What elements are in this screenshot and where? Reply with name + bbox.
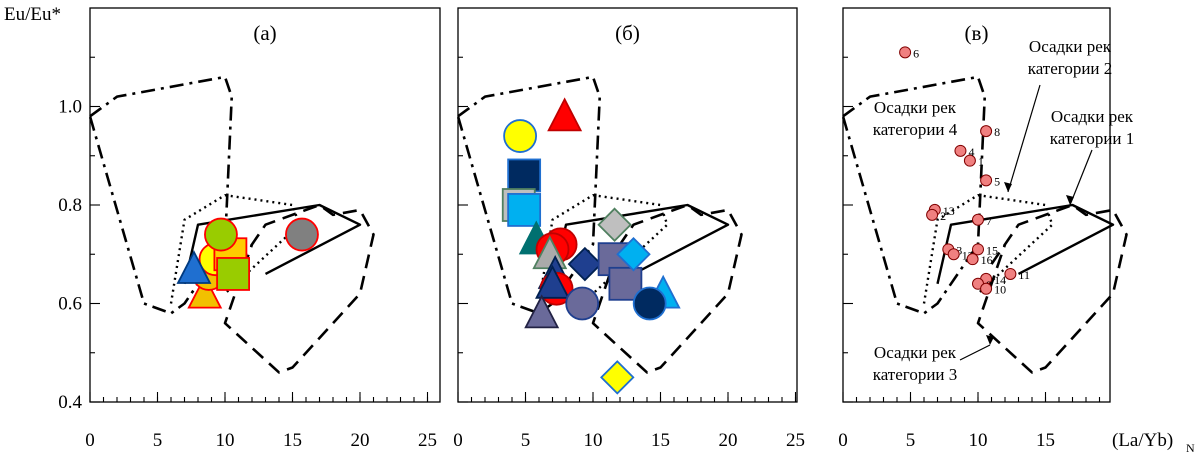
marker-1-20 <box>632 286 667 321</box>
y-tick-label-0: 0.4 <box>58 392 82 413</box>
annotation-2-line2: категории 1 <box>1050 129 1135 148</box>
marker-1-12 <box>524 294 560 329</box>
sample-label-7: 7 <box>986 214 992 228</box>
sample-point-1 <box>963 154 976 167</box>
annotation-0-line2: категории 2 <box>1028 59 1113 78</box>
marker-0-6 <box>216 257 251 291</box>
annotation-arrowhead-2 <box>1066 195 1074 205</box>
sample-label-6: 6 <box>913 46 919 60</box>
marker-0-0 <box>187 274 223 309</box>
marker-1-2 <box>507 158 542 193</box>
y-axis-title: Eu/Eu* <box>4 4 61 25</box>
marker-1-21 <box>600 360 635 395</box>
x-tick-label-0-4: 20 <box>351 430 370 451</box>
sample-label-2: 2 <box>940 209 946 223</box>
sample-label-10: 10 <box>994 283 1006 297</box>
sample-point-5 <box>980 174 993 187</box>
sample-label-1: 1 <box>978 155 984 169</box>
x-tick-label-0-1: 5 <box>153 430 163 451</box>
sample-label-16: 16 <box>981 253 993 267</box>
marker-1-13 <box>565 286 600 321</box>
x-tick-label-0-2: 10 <box>216 430 235 451</box>
x-tick-label-2-2: 10 <box>969 430 988 451</box>
marker-0-5 <box>204 217 238 252</box>
annotation-3-line2: категории 3 <box>873 365 958 384</box>
sample-point-6 <box>899 46 912 59</box>
x-axis-title-sub: N <box>1186 441 1195 455</box>
sample-point-7 <box>972 213 984 226</box>
sample-point-16 <box>966 253 979 266</box>
sample-label-3: 3 <box>956 243 962 257</box>
sample-label-5: 5 <box>994 174 1000 188</box>
field-cat4-panel-1 <box>456 75 602 315</box>
sample-point-4 <box>954 144 967 157</box>
y-tick-label-3: 1.0 <box>58 97 82 118</box>
sample-label-8: 8 <box>994 125 1000 139</box>
x-tick-label-2-1: 5 <box>906 430 916 451</box>
x-tick-label-1-1: 5 <box>521 430 531 451</box>
sample-point-15 <box>972 243 984 256</box>
annotation-arrow-3 <box>959 344 991 361</box>
sample-label-13: 13 <box>943 204 955 218</box>
x-tick-label-0-3: 15 <box>283 430 302 451</box>
marker-0-4 <box>176 250 212 284</box>
annotation-arrow-2 <box>1069 149 1093 206</box>
annotation-arrowhead-3 <box>986 335 994 345</box>
sample-point-8 <box>980 125 993 138</box>
marker-1-18 <box>616 236 651 272</box>
annotation-arrowhead-0 <box>1004 182 1012 192</box>
marker-1-0 <box>547 97 583 132</box>
marker-1-11 <box>535 264 570 299</box>
sample-label-14: 14 <box>994 273 1006 287</box>
sample-point-11 <box>1004 267 1017 280</box>
x-tick-label-0-0: 0 <box>85 430 95 451</box>
marker-1-14 <box>567 246 603 282</box>
x-tick-label-1-0: 0 <box>453 430 463 451</box>
field-cat3-panel-0 <box>223 203 375 374</box>
field-cat3-panel-1 <box>591 203 743 374</box>
marker-1-15 <box>597 207 632 242</box>
x-tick-label-1-5: 25 <box>786 430 805 451</box>
annotation-arrow-0 <box>1007 84 1041 193</box>
sample-point-12 <box>947 248 960 261</box>
annotation-1-line2: категории 4 <box>873 120 958 139</box>
panel-label-1: (б) <box>615 21 640 45</box>
x-tick-label-2-0: 0 <box>838 430 848 451</box>
annotation-3-line1: Осадки рек <box>874 343 957 362</box>
x-tick-label-1-3: 15 <box>651 430 670 451</box>
x-tick-label-2-3: 15 <box>1036 430 1055 451</box>
y-tick-label-1: 0.6 <box>58 294 82 315</box>
annotation-0-line1: Осадки рек <box>1029 37 1112 56</box>
x-tick-label-0-5: 25 <box>418 430 437 451</box>
sample-label-4: 4 <box>968 145 974 159</box>
sample-label-15: 15 <box>986 243 998 257</box>
sample-label-11: 11 <box>1018 268 1030 282</box>
y-tick-label-2: 0.8 <box>58 195 82 216</box>
marker-1-4 <box>507 193 542 227</box>
x-tick-label-1-2: 10 <box>584 430 603 451</box>
x-axis-title: (La/Yb) <box>1112 430 1173 451</box>
marker-1-1 <box>503 119 537 153</box>
panel-frame-0 <box>89 7 441 403</box>
x-tick-label-1-4: 20 <box>719 430 738 451</box>
annotation-2-line1: Осадки рек <box>1051 107 1134 126</box>
panel-label-0: (а) <box>253 21 276 45</box>
field-cat3-panel-2 <box>976 203 1128 374</box>
field-cat1-panel-0 <box>183 203 362 285</box>
panel-label-2: (в) <box>965 21 989 45</box>
marker-0-7 <box>285 217 319 252</box>
sample-point-10 <box>980 282 993 295</box>
sample-point-2 <box>926 208 939 221</box>
annotation-1-line1: Осадки рек <box>874 98 957 117</box>
